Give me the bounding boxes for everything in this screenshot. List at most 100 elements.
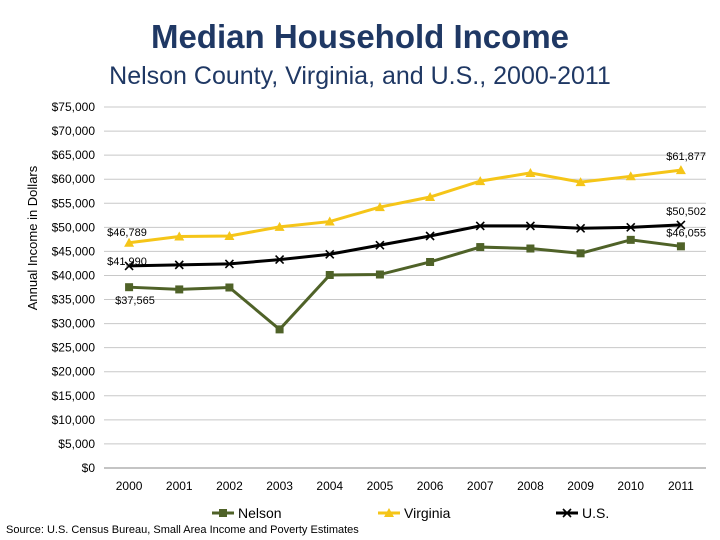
legend-label: U.S. xyxy=(582,505,609,521)
y-tick-label: $65,000 xyxy=(52,148,96,162)
data-point xyxy=(576,223,586,233)
data-point xyxy=(174,260,184,270)
data-point xyxy=(475,221,485,231)
y-tick-label: $35,000 xyxy=(52,293,96,307)
data-point xyxy=(562,508,572,518)
data-point xyxy=(675,165,686,175)
data-point xyxy=(525,167,536,177)
data-point xyxy=(125,283,134,292)
x-tick-label: 2006 xyxy=(417,479,444,493)
data-label: $46,789 xyxy=(107,227,147,239)
y-tick-label: $60,000 xyxy=(52,172,96,186)
series-lines xyxy=(124,165,686,334)
x-tick-label: 2007 xyxy=(467,479,494,493)
data-point-stroke xyxy=(475,221,485,231)
legend-item-u-s: U.S. xyxy=(556,505,609,521)
x-tick-label: 2008 xyxy=(517,479,544,493)
y-tick-label: $70,000 xyxy=(52,124,96,138)
series-line xyxy=(129,238,682,332)
data-label: $41,990 xyxy=(107,256,147,268)
data-point xyxy=(625,171,636,181)
series-line xyxy=(128,168,682,245)
data-label: $61,877 xyxy=(666,151,706,163)
y-tick-label: $0 xyxy=(82,461,96,475)
data-point xyxy=(324,216,335,226)
data-point-stroke xyxy=(525,221,535,231)
legend-label: Virginia xyxy=(404,505,451,521)
data-label: $37,565 xyxy=(115,295,155,307)
data-point xyxy=(275,255,285,265)
data-point-stroke xyxy=(626,222,636,232)
data-labels: $46,789 $61,877 $41,990 $50,502 $37,565 $46,0… xyxy=(107,151,706,307)
series-u-s xyxy=(124,220,686,271)
data-point xyxy=(175,285,184,294)
x-tick-label: 2003 xyxy=(266,479,293,493)
data-point-stroke xyxy=(174,260,184,270)
data-point xyxy=(325,249,335,259)
legend: Nelson Virginia U.S. xyxy=(212,505,609,521)
x-axis-ticks: 2000 2001 2002 2003 2004 2005 2006 2007 2008 2009… xyxy=(116,479,694,493)
chart-subtitle: Nelson County, Virginia, and U.S., 2000-… xyxy=(109,62,611,90)
chart-title: Median Household Income xyxy=(150,18,570,55)
y-tick-label: $20,000 xyxy=(52,365,96,379)
data-point xyxy=(124,237,135,247)
data-point-stroke xyxy=(676,220,686,230)
data-point xyxy=(275,325,284,334)
data-point xyxy=(274,221,285,231)
data-point-stroke xyxy=(425,231,435,241)
series-virginia xyxy=(124,165,686,247)
data-point xyxy=(174,231,185,241)
data-point xyxy=(676,220,686,230)
y-tick-label: $75,000 xyxy=(52,100,96,114)
source-note: Source: U.S. Census Bureau, Small Area I… xyxy=(6,524,359,536)
x-tick-label: 2010 xyxy=(617,479,644,493)
data-label: $50,502 xyxy=(666,206,706,218)
data-label: $46,055 xyxy=(666,227,706,239)
x-tick-label: 2000 xyxy=(116,479,143,493)
y-tick-label: $50,000 xyxy=(52,220,96,234)
data-point xyxy=(219,509,227,517)
legend-item-nelson: Nelson xyxy=(212,505,282,521)
data-point xyxy=(384,508,394,517)
data-point-stroke xyxy=(124,261,134,271)
data-point xyxy=(374,202,385,212)
y-tick-label: $40,000 xyxy=(52,268,96,282)
data-point xyxy=(225,283,234,292)
series-line xyxy=(129,223,681,268)
y-tick-label: $5,000 xyxy=(58,437,95,451)
y-tick-label: $10,000 xyxy=(52,413,96,427)
data-point xyxy=(476,243,485,252)
data-point xyxy=(525,221,535,231)
data-point xyxy=(375,240,385,250)
data-point xyxy=(626,235,635,244)
data-point xyxy=(425,231,435,241)
data-point-stroke xyxy=(375,240,385,250)
legend-item-virginia: Virginia xyxy=(378,505,451,521)
data-point xyxy=(224,230,235,240)
series-nelson xyxy=(125,235,685,334)
y-tick-label: $45,000 xyxy=(52,244,96,258)
x-tick-label: 2005 xyxy=(367,479,394,493)
data-point-stroke xyxy=(562,508,572,518)
data-point-stroke xyxy=(275,255,285,265)
x-tick-label: 2004 xyxy=(316,479,343,493)
data-point xyxy=(526,244,535,253)
y-axis-ticks: $0 $5,000 $10,000 $15,000 $20,000 $25,000 $30,… xyxy=(52,100,96,475)
x-tick-label: 2001 xyxy=(166,479,193,493)
data-point xyxy=(626,222,636,232)
y-axis-label: Annual Income in Dollars xyxy=(25,165,40,310)
data-point xyxy=(425,192,436,202)
data-point-stroke xyxy=(224,259,234,269)
data-point xyxy=(124,261,134,271)
x-tick-label: 2011 xyxy=(668,479,694,493)
x-tick-label: 2009 xyxy=(567,479,594,493)
x-tick-label: 2002 xyxy=(216,479,243,493)
data-point xyxy=(676,242,685,251)
y-tick-label: $55,000 xyxy=(52,196,96,210)
data-point-stroke xyxy=(576,223,586,233)
data-point-stroke xyxy=(325,249,335,259)
data-point xyxy=(575,177,586,187)
y-tick-label: $25,000 xyxy=(52,341,96,355)
data-point xyxy=(576,249,585,258)
